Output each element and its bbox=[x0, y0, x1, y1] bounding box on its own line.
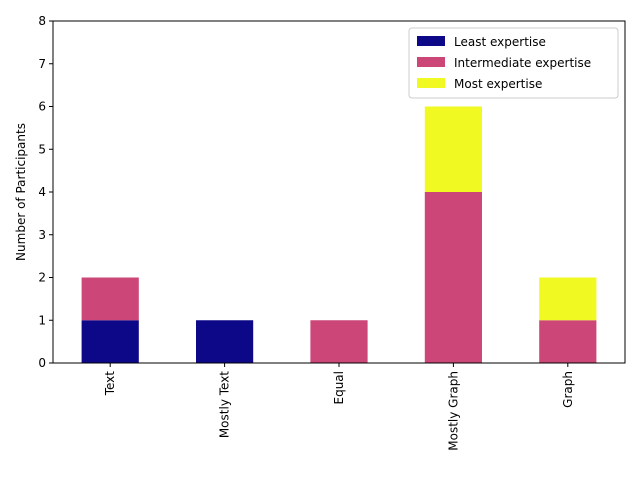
y-axis-label: Number of Participants bbox=[14, 123, 28, 261]
ticks-layer: 0 1 2 3 4 5 6 7 8 Text Mostly Text Equal Mostly Grap… bbox=[38, 14, 574, 451]
bars-layer bbox=[81, 106, 597, 363]
legend-entry-label: Most expertise bbox=[454, 77, 542, 91]
legend-swatch bbox=[417, 36, 445, 46]
y-tick-label: 4 bbox=[38, 185, 46, 199]
bar-mostly-graph-series-2 bbox=[424, 106, 482, 192]
legend-swatch bbox=[417, 78, 445, 88]
legend-entry-label: Least expertise bbox=[454, 35, 546, 49]
y-tick-label: 2 bbox=[38, 271, 46, 285]
bar-text-series-0 bbox=[81, 320, 139, 363]
bar-mostly-text-series-0 bbox=[196, 320, 254, 363]
bar-equal-series-1 bbox=[310, 320, 368, 363]
y-tick-label: 7 bbox=[38, 57, 46, 71]
y-tick-label: 3 bbox=[38, 228, 46, 242]
x-tick-label: Graph bbox=[561, 371, 575, 408]
y-tick-label: 1 bbox=[38, 313, 46, 327]
bar-graph-series-2 bbox=[539, 277, 597, 321]
legend-frame bbox=[408, 27, 619, 99]
y-tick-label: 8 bbox=[38, 14, 46, 28]
legend: Least expertise Intermediate expertise Mos… bbox=[408, 27, 619, 99]
legend-entry-label: Intermediate expertise bbox=[454, 56, 591, 70]
x-tick-label: Mostly Text bbox=[218, 371, 232, 438]
bar-graph-series-1 bbox=[539, 320, 597, 363]
x-tick-label: Equal bbox=[332, 371, 346, 405]
bar-text-series-1 bbox=[81, 277, 139, 321]
y-tick-label: 0 bbox=[38, 356, 46, 370]
x-tick-label: Text bbox=[103, 371, 117, 397]
bar-mostly-graph-series-1 bbox=[424, 192, 482, 363]
y-tick-label: 6 bbox=[38, 100, 46, 114]
y-tick-label: 5 bbox=[38, 142, 46, 156]
x-tick-label: Mostly Graph bbox=[446, 371, 460, 451]
legend-swatch bbox=[417, 57, 445, 67]
